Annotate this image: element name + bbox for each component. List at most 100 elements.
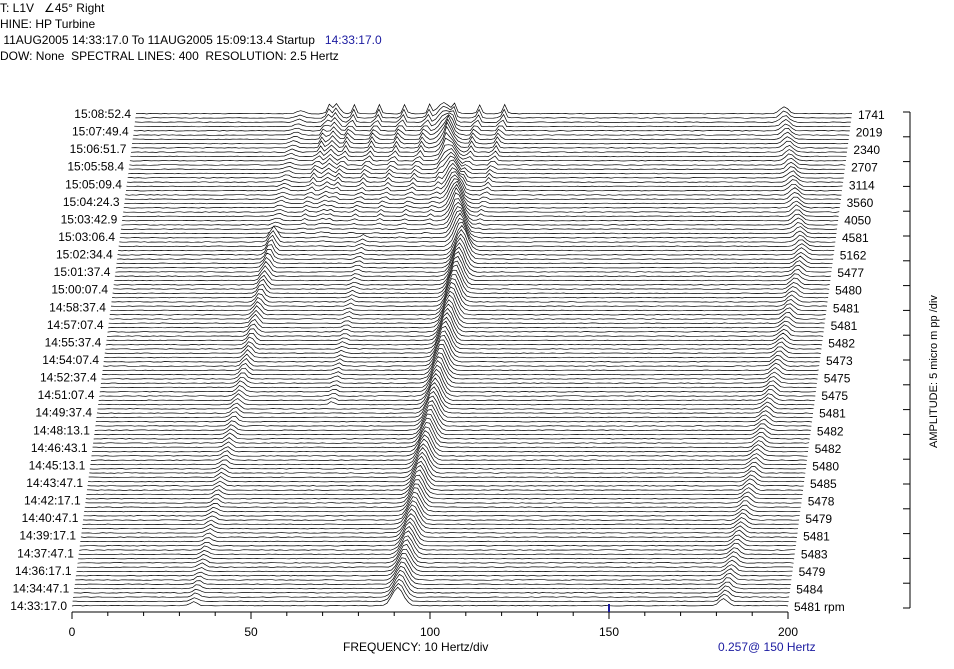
time-label: 15:05:09.4 — [65, 177, 122, 191]
rpm-label: 5482 — [817, 424, 844, 438]
spectrum-trace — [97, 386, 814, 410]
spectrum-trace — [119, 212, 836, 239]
spectrum-trace — [115, 246, 832, 273]
time-label: 15:00:07.4 — [51, 283, 108, 297]
spectrum-trace — [78, 539, 795, 560]
rpm-label: 5485 — [810, 477, 837, 491]
trace-mask — [103, 344, 820, 368]
spectrum-trace — [85, 483, 802, 504]
rpm-label: 5481 rpm — [794, 600, 845, 614]
spectrum-trace — [95, 400, 812, 423]
cursor-readout: 0.257@ 150 Hertz — [718, 640, 816, 654]
trace-mask — [102, 352, 819, 377]
spectrum-trace — [72, 583, 789, 603]
spectrum-trace — [84, 491, 801, 513]
trace-mask — [106, 317, 823, 343]
time-label: 14:46:43.1 — [31, 441, 88, 455]
trace-mask — [133, 114, 850, 133]
rpm-label: 5482 — [828, 336, 855, 350]
trace-mask — [102, 348, 819, 373]
trace-mask — [131, 126, 848, 150]
time-label: 14:51:07.4 — [38, 388, 95, 402]
time-label: 15:01:37.4 — [54, 265, 111, 279]
spectrum-trace — [87, 464, 804, 487]
rpm-label: 4581 — [842, 231, 869, 245]
trace-mask — [104, 330, 821, 356]
rpm-label: 5480 — [835, 284, 862, 298]
spectrum-trace — [120, 206, 838, 230]
header-line-window: DOW: None SPECTRAL LINES: 400 RESOLUTION… — [0, 49, 339, 63]
spectrum-trace — [120, 209, 837, 235]
trace-mask — [99, 369, 816, 394]
rpm-label: 5483 — [801, 547, 828, 561]
spectrum-trace — [88, 455, 805, 479]
angle-label: 45° Right — [54, 1, 105, 15]
spectrum-trace — [111, 278, 828, 303]
spectrum-trace — [79, 526, 796, 547]
spectrum-trace — [107, 307, 824, 333]
spectrum-trace — [109, 290, 826, 316]
time-label: 14:45:13.1 — [29, 458, 86, 472]
trace-mask — [73, 574, 790, 595]
x-axis-title: FREQUENCY: 10 Hertz/div — [343, 640, 489, 654]
spectrum-trace — [132, 121, 849, 145]
spectrum-trace — [103, 344, 820, 367]
rpm-axis-labels: 5481 rpm 5484 5479 5483 5481 5479 5478 5485 5480… — [794, 108, 885, 614]
spectrum-trace — [122, 192, 839, 218]
spectrum-trace — [129, 148, 846, 166]
header-line-range: 11AUG2005 14:33:17.0 To 11AUG2005 15:09:… — [0, 33, 381, 47]
spectrum-trace — [133, 115, 850, 136]
time-label: 14:34:47.1 — [13, 581, 70, 595]
trace-mask — [134, 112, 851, 129]
rpm-label: 5162 — [840, 249, 867, 263]
time-label: 14:43:47.1 — [26, 476, 83, 490]
trace-mask — [92, 430, 808, 454]
spectrum-trace — [73, 573, 790, 594]
time-label: 14:49:37.4 — [35, 406, 92, 420]
spectrum-trace — [135, 105, 852, 119]
spectrum-trace — [92, 426, 809, 449]
spectrum-trace — [77, 543, 794, 564]
time-label: 15:07:49.4 — [72, 125, 129, 139]
spectrum-trace — [93, 417, 810, 440]
trace-mask — [100, 360, 817, 385]
spectrum-trace — [90, 443, 807, 466]
trace-mask — [103, 340, 820, 364]
rpm-label: 5479 — [805, 512, 832, 526]
spectrum-trace — [102, 347, 819, 372]
spectrum-trace — [106, 316, 823, 342]
rpm-label: 4050 — [844, 213, 871, 227]
spectrum-trace — [95, 404, 812, 427]
spectrum-trace — [84, 487, 801, 508]
time-label: 14:55:37.4 — [45, 335, 102, 349]
spectrum-trace — [102, 352, 819, 376]
spectrum-trace — [78, 535, 795, 556]
rpm-label: 2707 — [851, 161, 878, 175]
rpm-label: 5484 — [796, 582, 823, 596]
spectrum-trace — [100, 360, 817, 384]
spectrum-trace — [122, 198, 839, 222]
rpm-label: 1741 — [858, 108, 885, 122]
spectrum-trace — [105, 325, 822, 350]
spectrum-trace — [86, 474, 803, 496]
frequency-axis: 0 50 100 150 200 — [69, 604, 798, 639]
spectrum-trace — [82, 504, 799, 526]
x-tick-label: 100 — [420, 625, 440, 639]
spectrum-trace — [91, 430, 809, 453]
spectrum-trace — [81, 508, 799, 530]
spectrum-trace — [125, 174, 842, 196]
trace-mask — [72, 587, 788, 608]
spectrum-trace — [74, 565, 791, 585]
trace-mask — [98, 382, 815, 407]
spectrum-trace — [89, 447, 806, 470]
x-tick-label: 150 — [599, 625, 619, 639]
time-label: 14:48:13.1 — [33, 423, 90, 437]
spectrum-trace — [104, 330, 821, 354]
spectrum-trace — [107, 312, 824, 337]
time-label: 14:42:17.1 — [24, 494, 81, 508]
spectrum-trace — [96, 395, 813, 419]
rpm-label: 5481 — [803, 530, 830, 544]
spectrum-trace — [116, 237, 833, 265]
trace-mask — [97, 391, 813, 415]
time-label: 15:03:42.9 — [61, 212, 118, 226]
